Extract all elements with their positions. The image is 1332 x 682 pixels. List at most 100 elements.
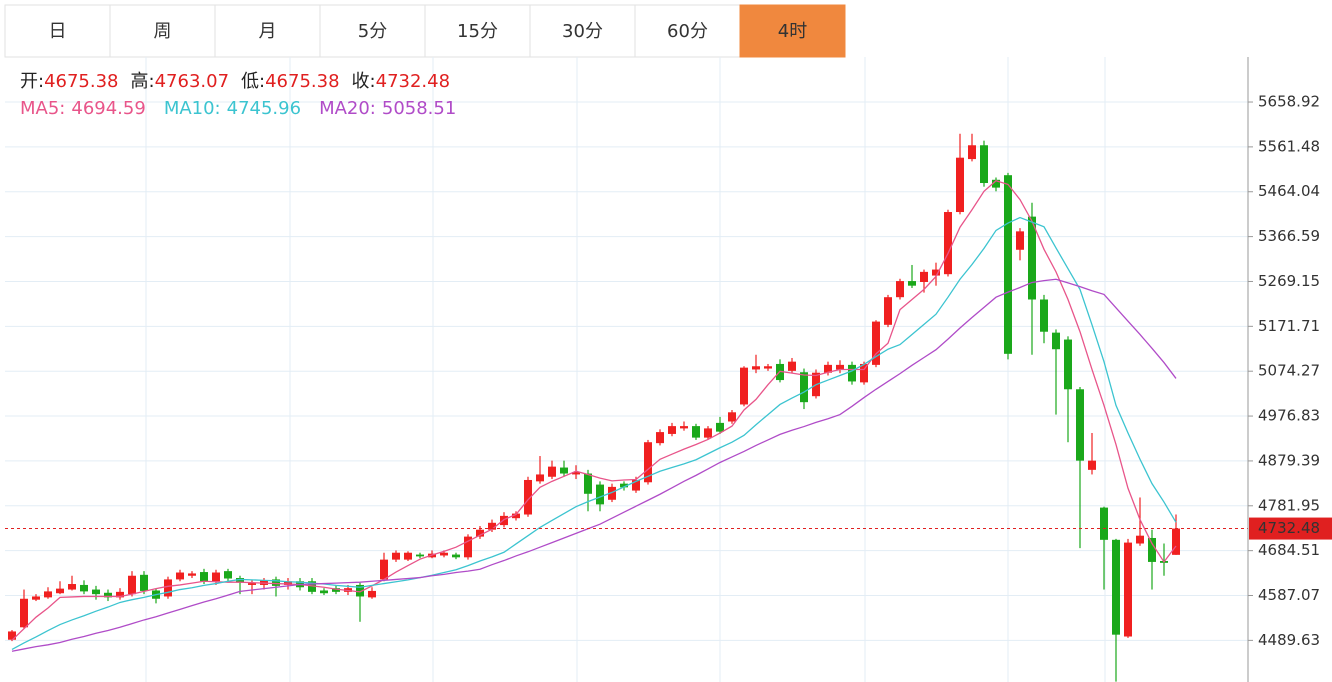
candle-body <box>620 483 628 488</box>
tab-label[interactable]: 日 <box>49 21 67 42</box>
current-price-label: 4732.48 <box>1258 519 1320 537</box>
candle-body <box>1124 542 1132 637</box>
tab[interactable] <box>529 4 636 58</box>
candle-body <box>44 591 52 598</box>
candle-body <box>1088 460 1096 470</box>
candle-body <box>176 572 184 580</box>
tab[interactable] <box>739 4 846 58</box>
tab[interactable] <box>424 4 531 58</box>
candle-body <box>1148 537 1156 562</box>
candle-body <box>188 573 196 576</box>
legend-value: 4745.96 <box>227 98 301 119</box>
candle-body <box>308 581 316 592</box>
candle-body <box>1172 528 1180 555</box>
y-tick-label: 5366.59 <box>1258 227 1320 245</box>
candle-body <box>56 588 64 594</box>
candle-body <box>440 552 448 556</box>
candle-body <box>896 281 904 298</box>
candle-body <box>788 361 796 371</box>
candle-body <box>128 575 136 595</box>
candle-body <box>1028 216 1036 300</box>
candle-body <box>8 631 16 640</box>
candle-body <box>596 484 604 505</box>
y-tick-label: 4781.95 <box>1258 496 1320 514</box>
candle-body <box>644 442 652 483</box>
candle-body <box>1016 231 1024 250</box>
candle-body <box>872 321 880 365</box>
candle-body <box>104 592 112 598</box>
candle-body <box>1052 332 1060 350</box>
candle-body <box>512 513 520 519</box>
candle-body <box>1040 299 1048 332</box>
tab-label[interactable]: 月 <box>259 21 277 42</box>
candle-body <box>728 412 736 422</box>
candle-body <box>536 474 544 482</box>
candle-body <box>80 584 88 592</box>
candle-body <box>404 552 412 560</box>
candle-body <box>800 372 808 403</box>
tab[interactable] <box>319 4 426 58</box>
candle-body <box>920 271 928 282</box>
y-tick-label: 5269.15 <box>1258 272 1320 290</box>
candle-body <box>392 552 400 560</box>
legend-name: MA20: <box>319 98 376 119</box>
y-tick-label: 5074.27 <box>1258 362 1320 380</box>
candle-body <box>656 432 664 444</box>
ohlc-label: 开: <box>20 71 44 92</box>
candle-body <box>200 572 208 582</box>
tab[interactable] <box>634 4 741 58</box>
candle-body <box>908 281 916 286</box>
y-tick-label: 4587.07 <box>1258 586 1320 604</box>
tab-label[interactable]: 30分 <box>562 21 603 42</box>
tab[interactable] <box>109 4 216 58</box>
candle-body <box>320 590 328 594</box>
tab-label[interactable]: 15分 <box>457 21 498 42</box>
candle-body <box>692 426 700 438</box>
tab[interactable] <box>4 4 111 58</box>
candle-body <box>1076 389 1084 461</box>
y-tick-label: 5658.92 <box>1258 93 1320 111</box>
y-tick-label: 4489.63 <box>1258 631 1320 649</box>
candle-body <box>932 269 940 276</box>
ohlc-value: 4675.38 <box>44 71 118 92</box>
candle-body <box>116 591 124 598</box>
candle-body <box>1004 175 1012 354</box>
ma-legend: MA5: 4694.59 MA10: 4745.96 MA20: 5058.51 <box>20 98 456 119</box>
candle-body <box>356 584 364 597</box>
candle-body <box>272 579 280 586</box>
y-tick-label: 5171.71 <box>1258 317 1320 335</box>
tab-label[interactable]: 4时 <box>778 21 807 42</box>
candle-body <box>836 364 844 370</box>
y-tick-label: 4976.83 <box>1258 407 1320 425</box>
candle-body <box>236 578 244 583</box>
tab-label[interactable]: 周 <box>154 21 172 42</box>
candle-body <box>164 579 172 597</box>
candle-body <box>524 479 532 515</box>
candle-body <box>572 472 580 475</box>
candle-body <box>968 145 976 160</box>
candle-body <box>584 473 592 494</box>
vertical-grid <box>145 57 1106 682</box>
candle-body <box>32 596 40 600</box>
ohlc-value: 4763.07 <box>155 71 229 92</box>
tab-label[interactable]: 60分 <box>667 21 708 42</box>
candle-body <box>464 536 472 558</box>
candle-body <box>140 574 148 591</box>
ohlc-label: 低: <box>241 71 265 92</box>
candle-body <box>824 364 832 373</box>
candle-body <box>476 529 484 537</box>
y-tick-label: 5464.04 <box>1258 182 1320 200</box>
ma-line <box>11 179 1177 641</box>
candle-body <box>488 522 496 530</box>
tab-label[interactable]: 5分 <box>358 21 387 42</box>
candle-body <box>560 467 568 474</box>
candle-body <box>380 559 388 580</box>
ma-line <box>11 278 1177 652</box>
candle-body <box>20 598 28 628</box>
tab-bar: 日 周 月 5分 15分 30分 60分 4时 <box>4 4 846 58</box>
candle-body <box>1100 507 1108 540</box>
tab[interactable] <box>214 4 321 58</box>
ohlc-value: 4675.38 <box>265 71 339 92</box>
candle-body <box>980 145 988 184</box>
